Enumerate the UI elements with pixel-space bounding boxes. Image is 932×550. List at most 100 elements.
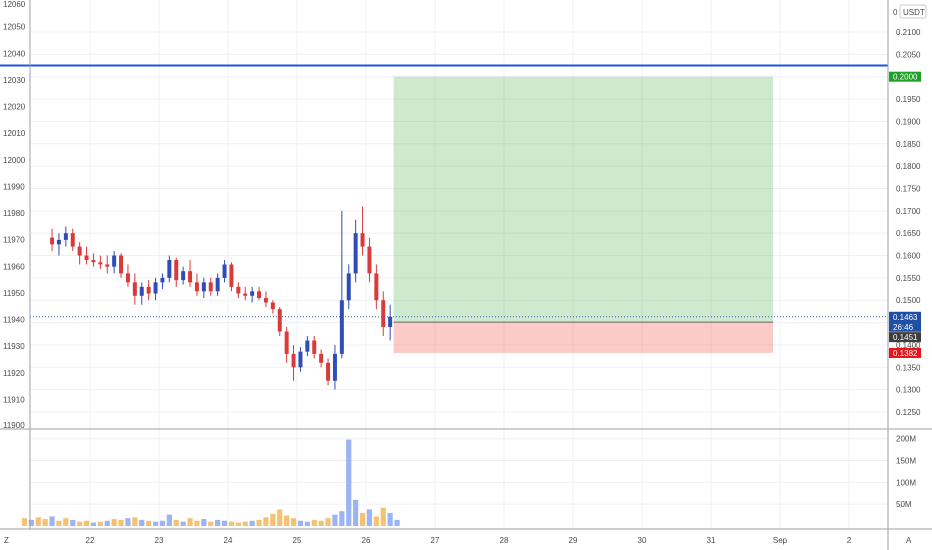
candle-body (270, 302, 275, 310)
time-axis-tick: 26 (362, 536, 371, 545)
volume-bar (56, 520, 62, 526)
candle-body (360, 233, 365, 247)
volume-bar (221, 520, 228, 526)
stop-price-badge-text: 0.1382 (893, 349, 918, 358)
candle-body (353, 233, 358, 274)
volume-bar (173, 519, 179, 526)
volume-bar (380, 507, 386, 526)
volume-bar (304, 521, 310, 526)
target-price-badge-text: 0.2000 (893, 73, 918, 82)
candle-body (215, 277, 220, 292)
time-axis-tick: 22 (86, 536, 95, 545)
volume-bar (318, 520, 324, 526)
left-axis-tick: 12050 (3, 23, 26, 32)
volume-bar (208, 521, 214, 526)
right-axis-tick: 0.1800 (896, 162, 921, 171)
time-axis-tick: 25 (293, 536, 302, 545)
candle-body (257, 291, 262, 298)
volume-bar (256, 519, 262, 526)
candle-body (277, 309, 282, 332)
position-zones[interactable] (393, 76, 774, 353)
stop-zone[interactable] (393, 322, 774, 353)
right-axis-tick: 0.1600 (896, 252, 921, 261)
candle-body (194, 282, 199, 292)
candle-body (374, 273, 379, 301)
candle-body (153, 282, 158, 294)
right-axis-tick: 0.1500 (896, 296, 921, 305)
volume-bar (159, 520, 166, 526)
candle-body (181, 271, 186, 281)
volume-bar (180, 521, 186, 526)
time-axis-tick: 30 (638, 536, 647, 545)
left-axis-tick: 11970 (3, 236, 25, 245)
target-price-badge (889, 71, 921, 82)
volume-bar (35, 517, 41, 526)
volume-bar (83, 520, 90, 526)
volume-bar (70, 519, 76, 526)
volume-axis-tick: 200M (896, 435, 916, 444)
volume-bar (235, 522, 241, 526)
candle-body (174, 260, 179, 281)
left-axis-tick: 11940 (3, 316, 25, 325)
candle-body (388, 316, 393, 328)
volume-bar (353, 499, 359, 526)
currency-toggle-button[interactable] (899, 4, 927, 19)
volume-bar (215, 519, 221, 526)
target-zone[interactable] (393, 76, 774, 323)
right-axis-tick: 0.1350 (896, 363, 921, 372)
volume-bar (366, 509, 373, 526)
left-axis-tick: 11920 (3, 369, 25, 378)
volume-bar (249, 520, 255, 526)
volume-bar (132, 517, 138, 526)
candlesticks (50, 206, 393, 390)
volume-bar (139, 519, 145, 526)
candle-body (222, 264, 227, 278)
candle-body (339, 300, 344, 354)
right-axis-tick: 0.1400 (896, 341, 921, 350)
candle-body (326, 362, 331, 381)
volume-bar (194, 520, 200, 526)
volume-axis-tick: 150M (896, 457, 916, 466)
candle-body (229, 264, 234, 287)
volume-bar (28, 519, 34, 526)
time-axis-tick: 28 (500, 536, 509, 545)
volume-bar (297, 520, 304, 526)
volume-bar (111, 519, 117, 526)
current-price-badge-text: 0.1463 (893, 313, 918, 322)
time-axis-tick: 23 (155, 536, 164, 545)
price-lines[interactable] (0, 64, 888, 323)
left-axis-tick: 12060 (3, 0, 26, 9)
volume-bar (263, 517, 269, 526)
volume-bar (187, 518, 193, 526)
candle-body (84, 255, 89, 260)
left-axis-tick: 12040 (3, 49, 26, 58)
candle-body (91, 260, 96, 263)
timezone-button[interactable]: Z (4, 536, 9, 545)
time-axis-tick: 31 (707, 536, 716, 545)
right-axis-tick: 0.1850 (896, 140, 921, 149)
candle-body (98, 262, 103, 265)
volume-bar (373, 516, 379, 526)
candle-body (381, 300, 386, 328)
candle-body (70, 233, 75, 247)
candle-body (319, 353, 324, 363)
volume-bar (346, 439, 352, 526)
volume-bar (77, 521, 83, 526)
current-price-badge (889, 311, 921, 332)
volume-bar (325, 518, 331, 526)
candle-body (236, 286, 241, 294)
volume-bar (42, 519, 48, 526)
candle-body (243, 293, 248, 296)
volume-bars (21, 439, 400, 526)
volume-bar (277, 509, 283, 526)
volume-bar (332, 514, 338, 526)
time-axis-tick: 27 (431, 536, 440, 545)
auto-scale-button[interactable]: A (906, 536, 912, 545)
left-axis-tick: 11990 (3, 182, 25, 191)
candle-body (160, 277, 165, 283)
candle-body (367, 246, 372, 274)
candle-body (167, 260, 172, 278)
